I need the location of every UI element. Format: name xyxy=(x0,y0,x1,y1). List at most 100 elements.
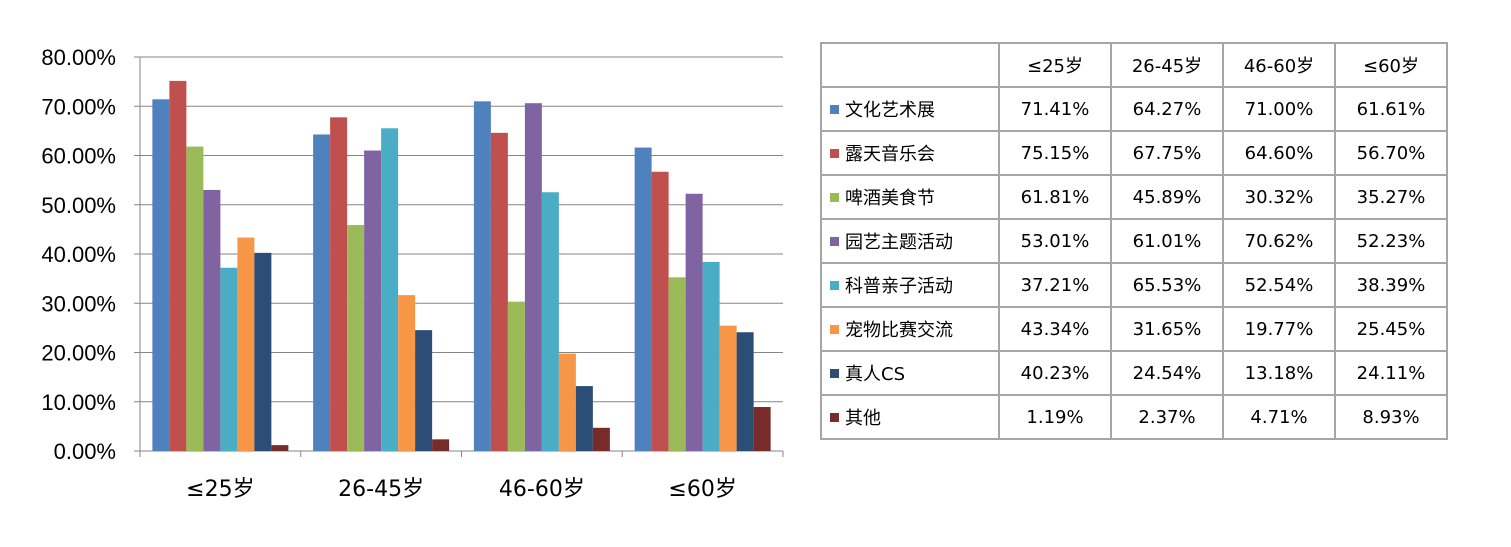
bar xyxy=(473,101,491,451)
value-cell: 61.61% xyxy=(1334,86,1448,132)
value-cell: 43.34% xyxy=(998,306,1112,352)
bar xyxy=(169,80,187,451)
legend-swatch xyxy=(830,148,839,158)
table-row: 真人CS 40.23% 24.54% 13.18% 24.11% xyxy=(820,350,1448,396)
x-tick-label: ≤25岁 xyxy=(186,477,254,502)
value-cell: 61.01% xyxy=(1110,218,1224,264)
table-header-cell: 26-45岁 xyxy=(1110,42,1224,88)
bar xyxy=(364,150,382,451)
bar xyxy=(203,189,221,451)
legend-label: 科普亲子活动 xyxy=(845,276,953,297)
bar xyxy=(753,407,771,451)
bar xyxy=(490,132,508,451)
data-table: ≤25岁 26-45岁 46-60岁 ≤60岁 文化艺术展 71.41% 64.27… xyxy=(820,42,1448,440)
legend-label: 其他 xyxy=(845,408,881,429)
y-tick-label: 0.00% xyxy=(54,439,116,464)
value-cell: 40.23% xyxy=(998,350,1112,396)
table-header-cell: ≤25岁 xyxy=(998,42,1112,88)
series-name-cell: 宠物比赛交流 xyxy=(820,306,1000,352)
value-cell: 2.37% xyxy=(1110,394,1224,440)
value-cell: 75.15% xyxy=(998,130,1112,176)
bar xyxy=(736,332,754,451)
bar xyxy=(347,224,365,451)
series-name-cell: 啤酒美食节 xyxy=(820,174,1000,220)
bar xyxy=(702,261,720,451)
value-cell: 52.54% xyxy=(1222,262,1336,308)
value-cell: 24.54% xyxy=(1110,350,1224,396)
value-cell: 37.21% xyxy=(998,262,1112,308)
y-tick-label: 60.00% xyxy=(41,144,116,169)
table-row: 文化艺术展 71.41% 64.27% 71.00% 61.61% xyxy=(820,86,1448,132)
table-row: 宠物比赛交流 43.34% 31.65% 19.77% 25.45% xyxy=(820,306,1448,352)
bar xyxy=(186,146,204,451)
series-name-cell: 园艺主题活动 xyxy=(820,218,1000,264)
value-cell: 71.00% xyxy=(1222,86,1336,132)
bar xyxy=(592,427,610,451)
value-cell: 56.70% xyxy=(1334,130,1448,176)
legend-swatch xyxy=(830,236,839,246)
value-cell: 13.18% xyxy=(1222,350,1336,396)
table-row: 园艺主题活动 53.01% 61.01% 70.62% 52.23% xyxy=(820,218,1448,264)
series-name-cell: 露天音乐会 xyxy=(820,130,1000,176)
table-row: 露天音乐会 75.15% 67.75% 64.60% 56.70% xyxy=(820,130,1448,176)
legend-label: 真人CS xyxy=(845,364,905,385)
legend-swatch xyxy=(830,192,839,202)
series-name-cell: 文化艺术展 xyxy=(820,86,1000,132)
x-tick-label: 46-60岁 xyxy=(499,477,585,502)
bar xyxy=(668,277,686,451)
bar xyxy=(237,237,255,451)
legend-label: 啤酒美食节 xyxy=(845,188,935,209)
bar xyxy=(634,147,652,452)
table-header-row: ≤25岁 26-45岁 46-60岁 ≤60岁 xyxy=(820,42,1448,88)
bar xyxy=(558,353,576,451)
bar xyxy=(685,193,703,451)
bar xyxy=(524,103,542,451)
value-cell: 67.75% xyxy=(1110,130,1224,176)
bar xyxy=(330,117,348,452)
value-cell: 24.11% xyxy=(1334,350,1448,396)
value-cell: 4.71% xyxy=(1222,394,1336,440)
series-name-cell: 真人CS xyxy=(820,350,1000,396)
x-tick-label: ≤60岁 xyxy=(668,477,736,502)
value-cell: 61.81% xyxy=(998,174,1112,220)
value-cell: 71.41% xyxy=(998,86,1112,132)
legend-label: 园艺主题活动 xyxy=(845,232,953,253)
bar xyxy=(719,325,737,451)
y-tick-label: 50.00% xyxy=(41,193,116,218)
bar xyxy=(254,252,272,451)
bar-chart: 0.00% 10.00% 20.00% 30.00% 40.00% 50.00% 60.00… xyxy=(41,45,784,502)
value-cell: 35.27% xyxy=(1334,174,1448,220)
value-cell: 45.89% xyxy=(1110,174,1224,220)
bar xyxy=(271,445,289,451)
bar xyxy=(541,192,559,452)
y-tick-label: 70.00% xyxy=(41,94,116,119)
bar xyxy=(507,301,525,451)
y-tick-label: 10.00% xyxy=(41,390,116,415)
value-cell: 1.19% xyxy=(998,394,1112,440)
bar xyxy=(432,439,450,451)
table-row: 啤酒美食节 61.81% 45.89% 30.32% 35.27% xyxy=(820,174,1448,220)
value-cell: 64.60% xyxy=(1222,130,1336,176)
legend-swatch xyxy=(830,104,839,114)
table-corner-cell xyxy=(820,42,1000,88)
y-tick-label: 20.00% xyxy=(41,341,116,366)
bar xyxy=(575,386,593,451)
value-cell: 52.23% xyxy=(1334,218,1448,264)
value-cell: 64.27% xyxy=(1110,86,1224,132)
bar xyxy=(313,134,331,451)
bar xyxy=(398,295,416,451)
y-tick-label: 30.00% xyxy=(41,291,116,316)
bar xyxy=(381,128,399,451)
legend-label: 文化艺术展 xyxy=(845,100,935,121)
table-row: 科普亲子活动 37.21% 65.53% 52.54% 38.39% xyxy=(820,262,1448,308)
bar xyxy=(220,267,238,451)
value-cell: 31.65% xyxy=(1110,306,1224,352)
x-tick-label: 26-45岁 xyxy=(338,477,424,502)
bar xyxy=(152,99,170,451)
table-header-cell: ≤60岁 xyxy=(1334,42,1448,88)
bar xyxy=(415,330,433,451)
legend-label: 宠物比赛交流 xyxy=(845,320,953,341)
table-row: 其他 1.19% 2.37% 4.71% 8.93% xyxy=(820,394,1448,440)
value-cell: 19.77% xyxy=(1222,306,1336,352)
legend-swatch xyxy=(830,324,839,334)
